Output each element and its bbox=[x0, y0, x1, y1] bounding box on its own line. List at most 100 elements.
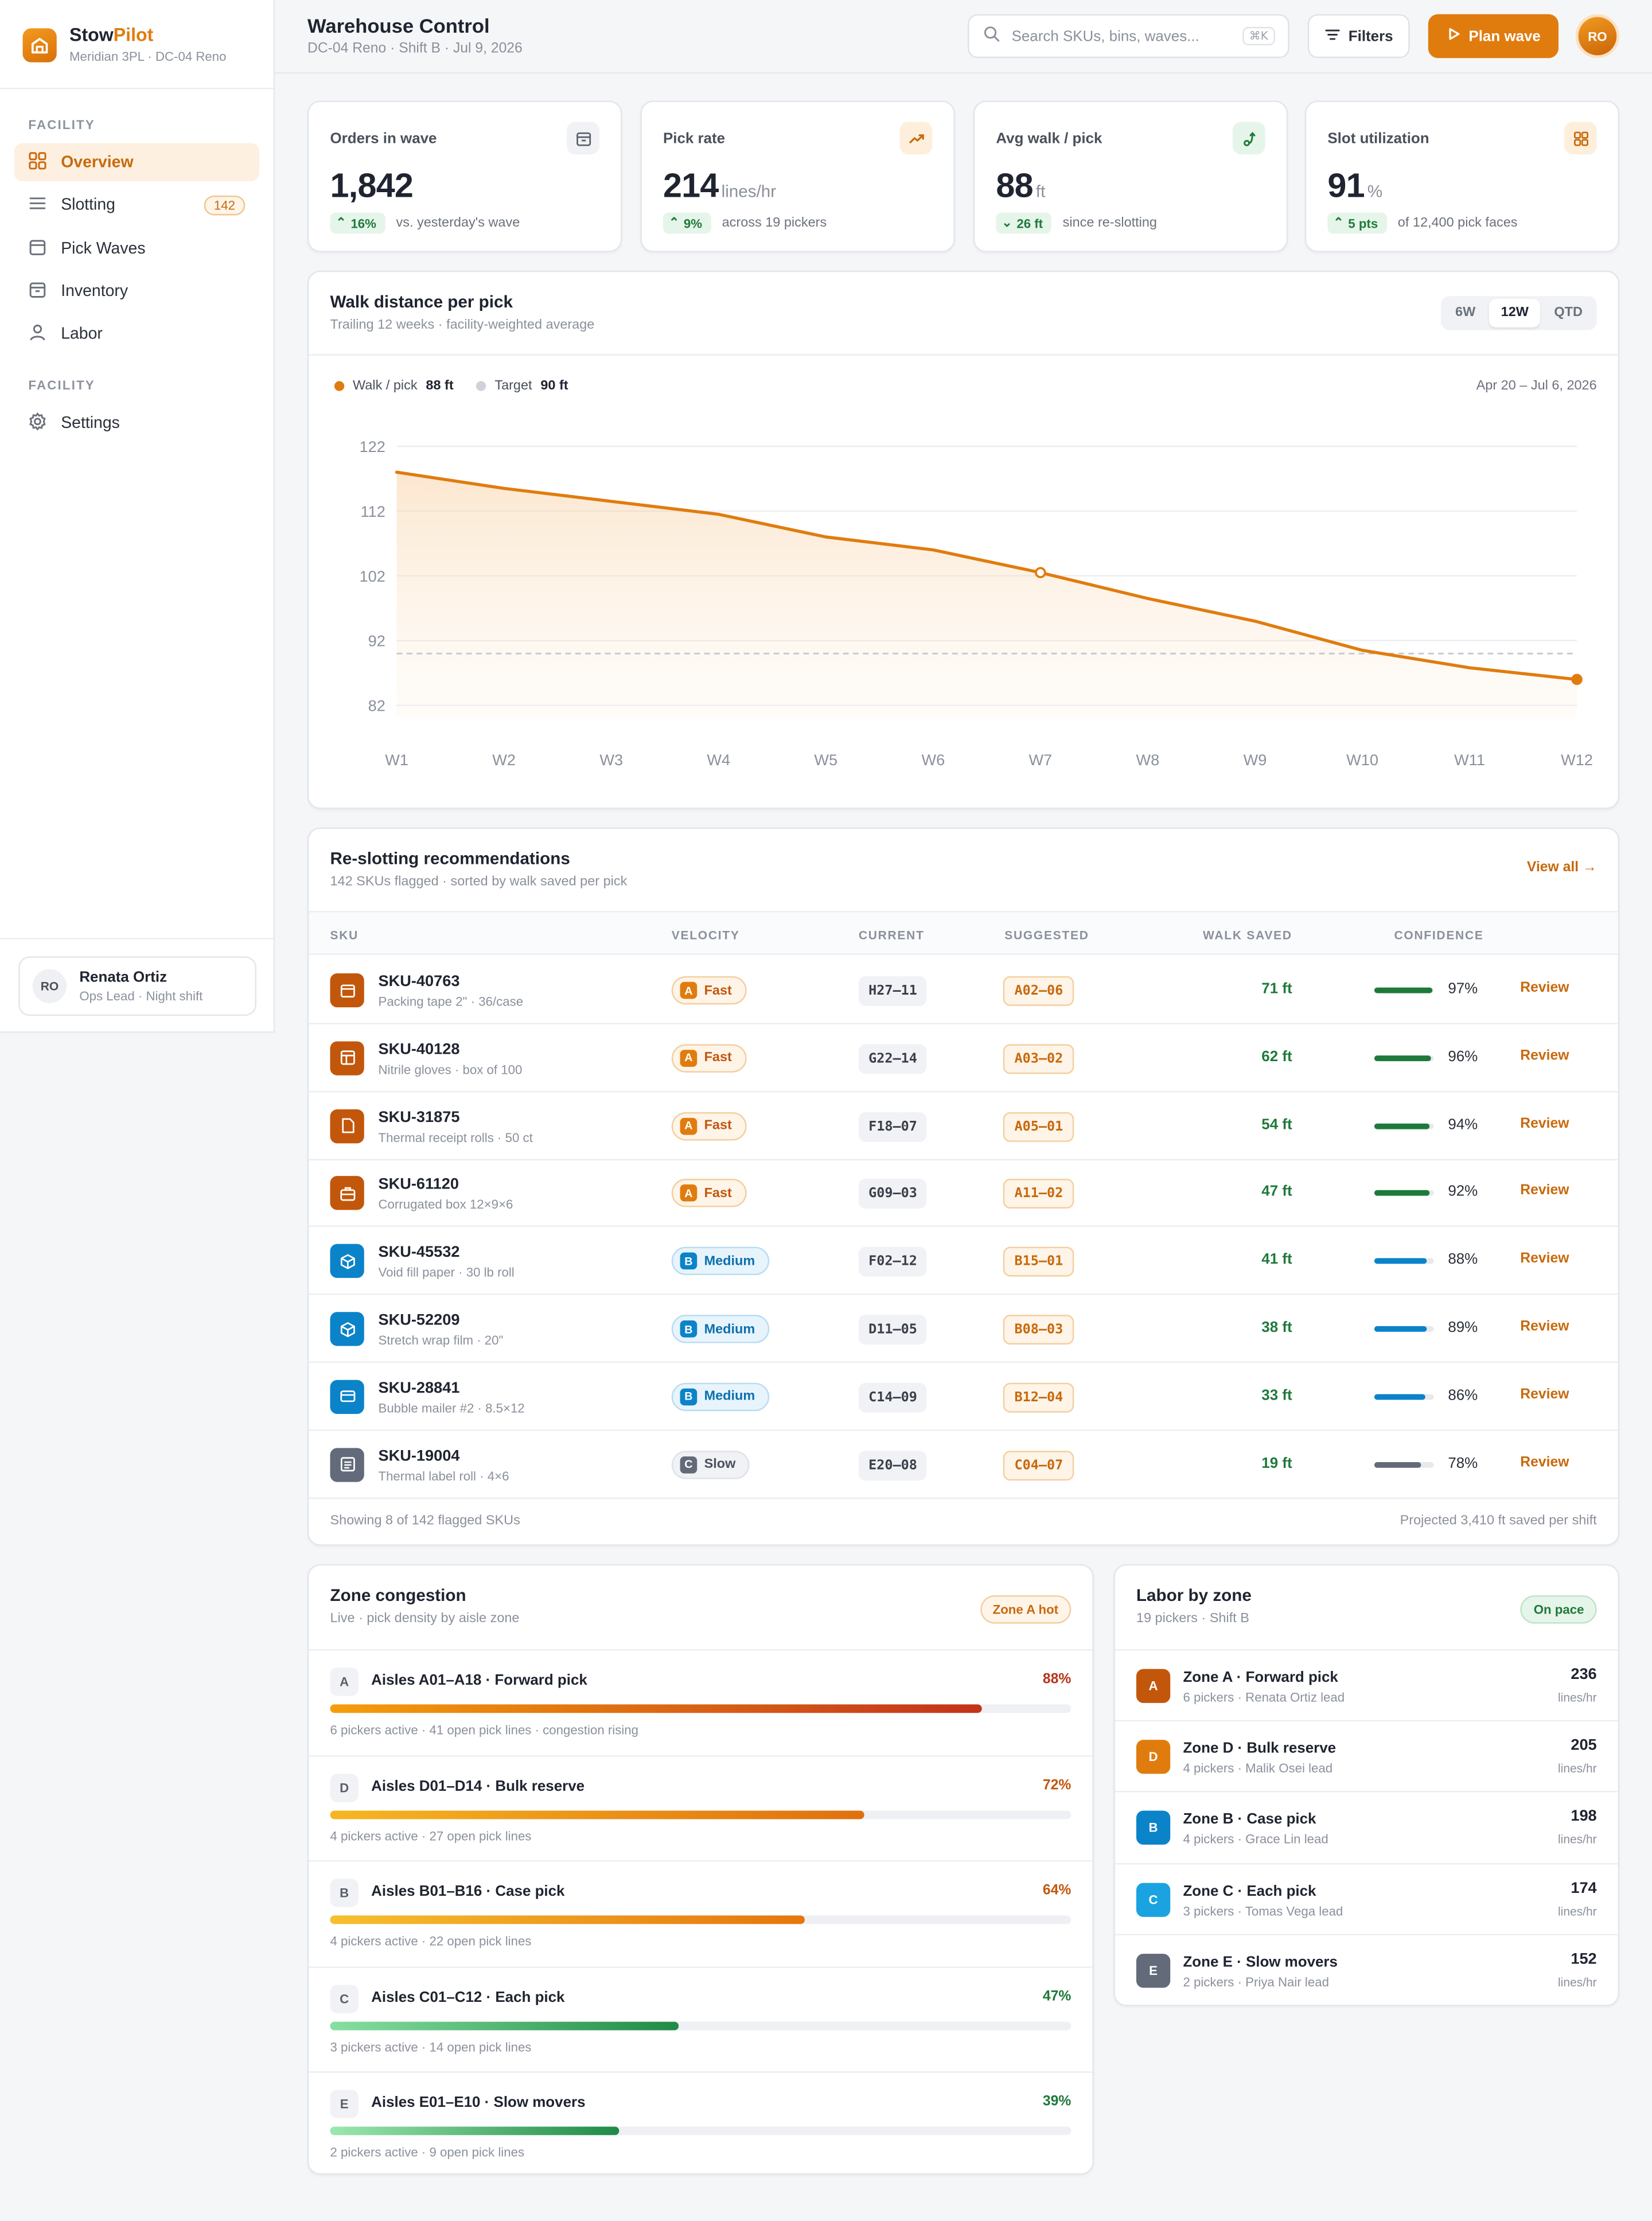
current-bin: H27–11 bbox=[858, 976, 928, 1006]
zone-row[interactable]: E Aisles E01–E10 · Slow movers 39% 2 picker… bbox=[309, 2071, 1093, 2177]
walk-saved: 19 ft bbox=[1261, 1454, 1292, 1472]
review-link[interactable]: Review bbox=[1520, 1386, 1569, 1402]
review-link[interactable]: Review bbox=[1520, 1454, 1569, 1470]
confidence-bar bbox=[1374, 1055, 1434, 1061]
sku-code: SKU-40128 bbox=[378, 1041, 460, 1058]
column-header[interactable]: CURRENT bbox=[858, 928, 925, 942]
table-row[interactable]: SKU-45532 Void fill paper · 30 lb roll B Me… bbox=[309, 1227, 1618, 1296]
review-link[interactable]: Review bbox=[1520, 1251, 1569, 1267]
table-row[interactable]: SKU-61120 Corrugated box 12×9×6 A Fast G09–0… bbox=[309, 1159, 1618, 1228]
review-link[interactable]: Review bbox=[1520, 1183, 1569, 1199]
current-bin: F02–12 bbox=[858, 1247, 928, 1277]
velocity-label: Medium bbox=[704, 1321, 755, 1337]
walk-saved: 47 ft bbox=[1261, 1183, 1292, 1201]
tier-label: A bbox=[680, 1049, 698, 1067]
data-point bbox=[1571, 673, 1583, 685]
list-icon bbox=[330, 1447, 364, 1482]
x-tick-label: W2 bbox=[492, 751, 516, 769]
column-header[interactable]: SUGGESTED bbox=[1004, 928, 1089, 942]
sidebar-item-label: Labor bbox=[61, 325, 103, 342]
velocity-label: Slow bbox=[704, 1456, 736, 1472]
sidebar-item-slotting[interactable]: Slotting 142 bbox=[14, 186, 259, 224]
table-row[interactable]: SKU-31875 Thermal receipt rolls · 50 ct A F… bbox=[309, 1092, 1618, 1160]
search-input[interactable]: Search SKUs, bins, waves... ⌘K bbox=[968, 14, 1289, 59]
tier-label: B bbox=[680, 1252, 698, 1270]
sidebar-item-pick-waves[interactable]: Pick Waves bbox=[14, 229, 259, 268]
review-link[interactable]: Review bbox=[1520, 1319, 1569, 1335]
sidebar-item-labor[interactable]: Labor bbox=[14, 314, 259, 353]
zone-congestion-card: Zone congestion Live · pick density by a… bbox=[307, 1564, 1094, 2175]
review-link[interactable]: Review bbox=[1520, 1048, 1569, 1064]
review-link[interactable]: Review bbox=[1520, 1116, 1569, 1132]
filters-label: Filters bbox=[1348, 28, 1393, 45]
velocity-label: Fast bbox=[704, 1050, 732, 1066]
zone-density-bar bbox=[330, 1810, 1072, 1819]
range-option-qtd[interactable]: QTD bbox=[1554, 305, 1583, 321]
card-subtitle: 19 pickers · Shift B bbox=[1136, 1611, 1249, 1627]
zone-percent: 88% bbox=[1042, 1671, 1072, 1688]
tier-label: A bbox=[680, 981, 698, 999]
velocity-badge: A Fast bbox=[671, 976, 746, 1005]
legend-series-value: 88 ft bbox=[426, 378, 454, 394]
user-card[interactable]: RO Renata Ortiz Ops Lead · Night shift bbox=[18, 956, 257, 1016]
table-row[interactable]: SKU-28841 Bubble mailer #2 · 8.5×12 B Mediu… bbox=[309, 1363, 1618, 1431]
sidebar-item-overview[interactable]: Overview bbox=[14, 143, 260, 182]
labor-zone-meta: 4 pickers · Grace Lin lead bbox=[1183, 1832, 1328, 1847]
kpi-card-avg-walk: Avg walk / pick 88 ft ⌄ 26 ft since re-slo… bbox=[973, 100, 1288, 252]
sidebar-item-settings[interactable]: Settings bbox=[14, 404, 259, 442]
arrow-down-icon: ⌄ bbox=[1002, 215, 1012, 230]
sku-code: SKU-45532 bbox=[378, 1244, 460, 1261]
confidence-value: 78% bbox=[1448, 1454, 1478, 1472]
zone-row[interactable]: B Aisles B01–B16 · Case pick 64% 4 pickers … bbox=[309, 1860, 1093, 1966]
zone-row[interactable]: A Aisles A01–A18 · Forward pick 88% 6 picke… bbox=[309, 1649, 1093, 1755]
column-header[interactable]: VELOCITY bbox=[671, 928, 740, 942]
table-row[interactable]: SKU-19004 Thermal label roll · 4×6 C Slow E2… bbox=[309, 1431, 1618, 1499]
range-option-12w[interactable]: 12W bbox=[1489, 299, 1540, 328]
card-title: Zone congestion bbox=[330, 1585, 466, 1606]
velocity-label: Fast bbox=[704, 1118, 732, 1134]
confidence-fill bbox=[1374, 1393, 1426, 1400]
kpi-footer: ⌃ 5 pts of 12,400 pick faces bbox=[1327, 212, 1518, 234]
review-link[interactable]: Review bbox=[1520, 980, 1569, 996]
tier-label: A bbox=[680, 1184, 698, 1202]
sidebar-item-inventory[interactable]: Inventory bbox=[14, 272, 259, 310]
column-header[interactable]: SKU bbox=[330, 928, 359, 942]
column-header[interactable]: CONFIDENCE bbox=[1394, 928, 1484, 942]
table-row[interactable]: SKU-40763 Packing tape 2" · 36/case A Fast H… bbox=[309, 956, 1618, 1024]
labor-row[interactable]: B Zone B · Case pick 4 pickers · Grace Lin… bbox=[1115, 1791, 1618, 1862]
avatar[interactable]: RO bbox=[1578, 17, 1617, 56]
confidence-value: 88% bbox=[1448, 1251, 1478, 1269]
card-subtitle: Trailing 12 weeks · facility-weighted av… bbox=[330, 317, 595, 333]
filters-button[interactable]: Filters bbox=[1307, 14, 1410, 59]
chart-legend: Walk / pick 88 ft Target 90 ft bbox=[334, 378, 582, 394]
labor-row[interactable]: D Zone D · Bulk reserve 4 pickers · Malik … bbox=[1115, 1720, 1618, 1791]
zone-row[interactable]: C Aisles C01–C12 · Each pick 47% 3 pickers … bbox=[309, 1966, 1093, 2072]
y-tick-label: 92 bbox=[368, 632, 385, 650]
column-header[interactable]: WALK SAVED bbox=[1203, 928, 1292, 942]
plan-wave-button[interactable]: Plan wave bbox=[1428, 14, 1559, 59]
labor-row[interactable]: C Zone C · Each pick 3 pickers · Tomas Veg… bbox=[1115, 1862, 1618, 1933]
status-badge: On pace bbox=[1521, 1595, 1597, 1624]
confidence-fill bbox=[1374, 987, 1432, 993]
tier-label: B bbox=[680, 1388, 698, 1405]
walk-distance-chart: 122 112 102 92 82 W1 W2 W3 W4 W5 W6 W7 W8 W9 W10 W11 W12 bbox=[360, 438, 1593, 769]
grid-icon bbox=[28, 151, 46, 174]
x-tick-label: W1 bbox=[385, 751, 408, 769]
brand[interactable]: StowPilot Meridian 3PL · DC-04 Reno bbox=[22, 24, 227, 65]
confidence-fill bbox=[1374, 1190, 1429, 1197]
cube-icon bbox=[330, 1244, 364, 1279]
table-row[interactable]: SKU-40128 Nitrile gloves · box of 100 A Fas… bbox=[309, 1024, 1618, 1092]
zone-percent: 64% bbox=[1042, 1883, 1072, 1899]
table-row[interactable]: SKU-52209 Stretch wrap film · 20" B Medium D… bbox=[309, 1295, 1618, 1363]
confidence-bar bbox=[1374, 1326, 1434, 1332]
grid-icon bbox=[1564, 122, 1597, 155]
labor-row[interactable]: E Zone E · Slow movers 2 pickers · Priya N… bbox=[1115, 1934, 1618, 2004]
zone-row[interactable]: D Aisles D01–D14 · Bulk reserve 72% 4 picke… bbox=[309, 1755, 1093, 1861]
tier-label: B bbox=[680, 1320, 698, 1338]
route-icon bbox=[1232, 122, 1265, 155]
y-tick-label: 102 bbox=[360, 567, 385, 585]
range-option-6w[interactable]: 6W bbox=[1455, 305, 1476, 321]
view-all-link[interactable]: View all → bbox=[1526, 860, 1597, 876]
sliders-icon bbox=[28, 193, 46, 216]
labor-row[interactable]: A Zone A · Forward pick 6 pickers · Renata… bbox=[1115, 1649, 1618, 1720]
